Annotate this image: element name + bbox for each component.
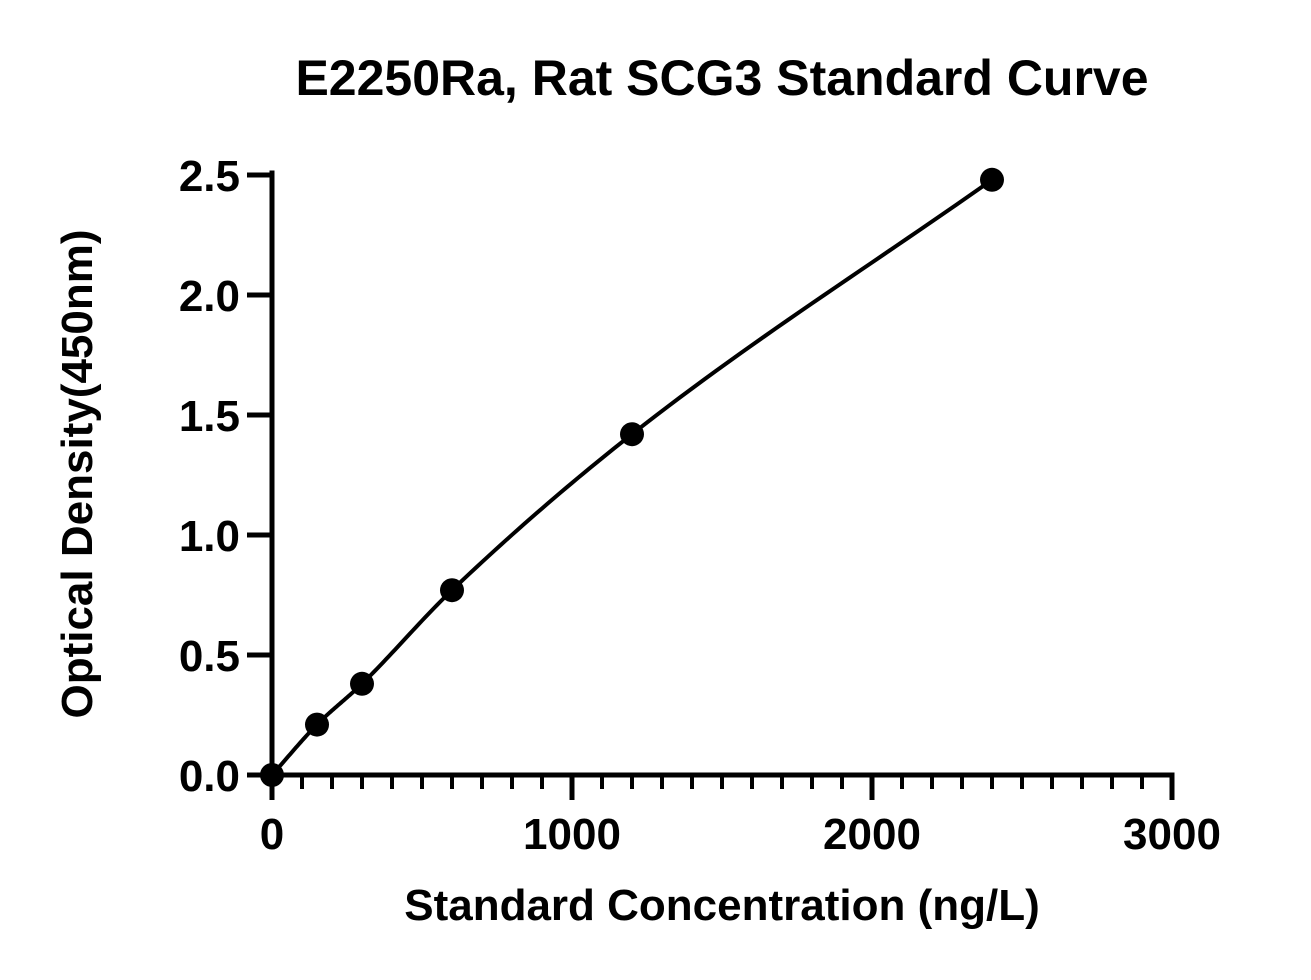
y-tick-label: 1.5 — [179, 392, 240, 441]
x-tick-label: 1000 — [523, 810, 621, 859]
fit-curve-line — [270, 178, 994, 777]
y-tick-label: 0.0 — [179, 752, 240, 801]
y-axis-label: Optical Density(450nm) — [53, 229, 102, 718]
data-point — [620, 422, 644, 447]
x-tick-label: 3000 — [1123, 810, 1221, 859]
data-point — [305, 712, 329, 737]
data-point — [980, 167, 1004, 192]
axes: 0.0 0.5 1.0 1.5 2.0 2.5 0 1000 2000 3000 — [179, 152, 1221, 859]
data-point — [350, 671, 374, 696]
y-tick-label: 1.0 — [179, 512, 240, 561]
y-tick-label: 0.5 — [179, 632, 240, 681]
x-tick-label: 2000 — [823, 810, 921, 859]
data-point — [260, 763, 284, 787]
data-point — [440, 578, 464, 603]
y-tick-label: 2.0 — [179, 272, 240, 321]
x-axis-label: Standard Concentration (ng/L) — [404, 881, 1040, 930]
data-points — [260, 167, 1004, 787]
chart-title: E2250Ra, Rat SCG3 Standard Curve — [295, 50, 1148, 106]
x-tick-label: 0 — [260, 810, 284, 859]
y-tick-label: 2.5 — [179, 152, 240, 201]
fit-curve-group — [270, 178, 994, 777]
